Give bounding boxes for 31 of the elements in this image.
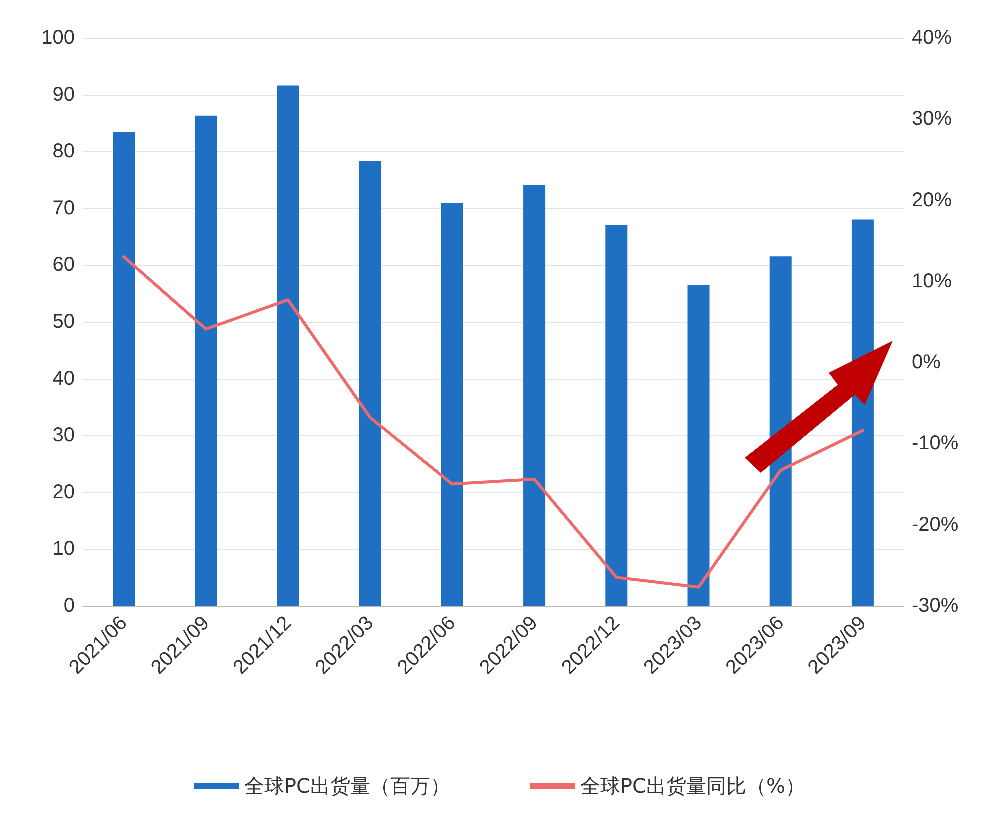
y2-tick-label: 20% [912,189,952,212]
bar [606,225,628,606]
y-tick-label: 70 [52,197,75,220]
bar [113,132,136,606]
y2-tick-label: 10% [912,270,952,292]
bar [277,86,300,606]
y-tick-label: 60 [52,254,75,276]
y-tick-label: 0 [64,595,75,617]
y-tick-label: 50 [52,311,75,333]
bar [441,203,464,606]
y2-tick-label: -10% [912,432,959,455]
y2-tick-label: -30% [912,595,959,617]
y2-tick-label: 40% [912,27,952,49]
y-tick-label: 10 [52,538,75,560]
legend-label: 全球PC出货量（百万） [244,774,451,798]
bar [524,185,546,606]
bar [688,285,710,606]
legend-label: 全球PC出货量同比（%） [580,774,806,798]
line-series [122,256,864,589]
y-tick-label: 20 [52,481,75,504]
y-tick-label: 30 [52,424,75,447]
y2-tick-label: -20% [912,514,959,536]
bar [359,161,382,606]
y2-tick-label: 30% [912,108,952,130]
y-tick-label: 100 [42,27,75,49]
bar [195,116,218,606]
y-tick-label: 80 [52,140,75,163]
y-tick-label: 90 [52,84,75,106]
y-tick-label: 40 [52,368,75,390]
y2-tick-label: 0% [912,352,942,374]
bar [770,256,792,606]
